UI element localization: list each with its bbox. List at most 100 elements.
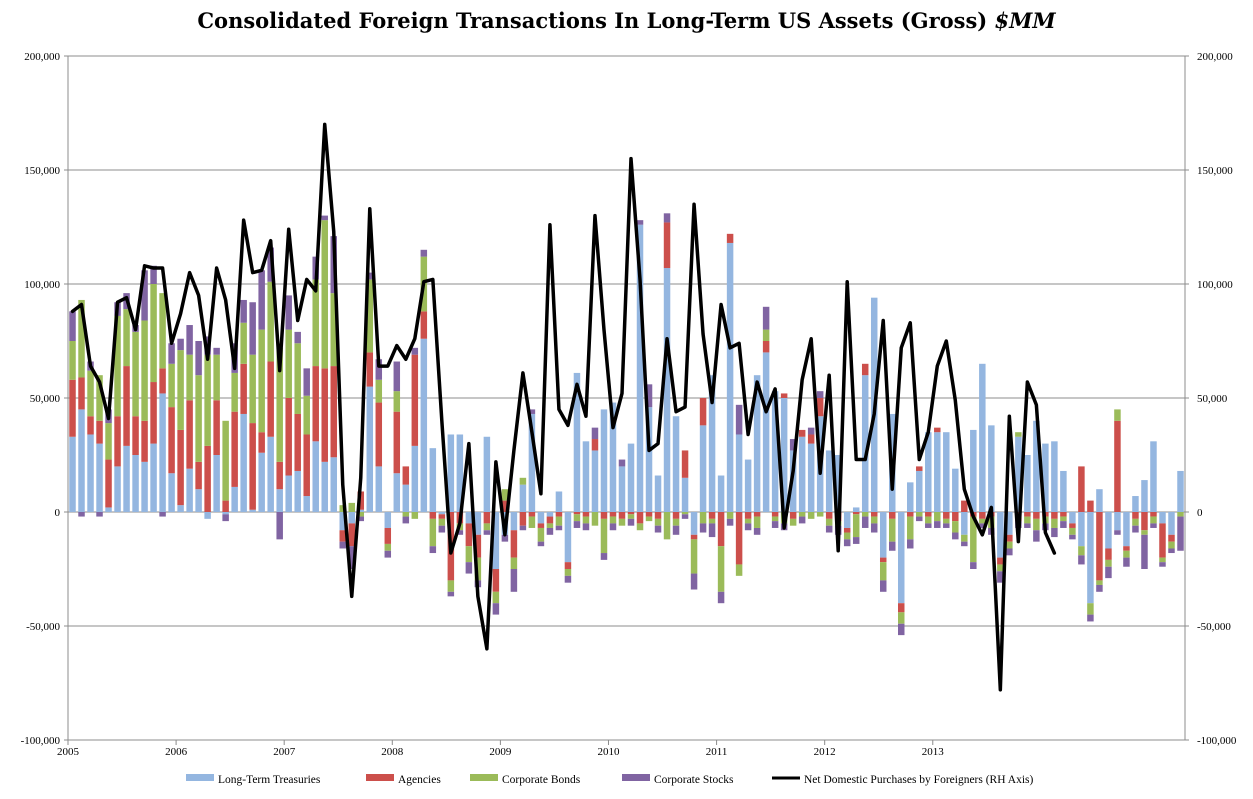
bar-corporate_stocks [1123, 557, 1130, 567]
bar-treasuries [1051, 441, 1058, 512]
bar-treasuries [393, 473, 401, 512]
bar-agencies [546, 516, 554, 524]
bar-treasuries [114, 466, 121, 512]
bar-agencies [789, 512, 797, 519]
bar-corporate_stocks [1078, 555, 1085, 565]
bar-corporate_bonds [438, 518, 446, 526]
bar-corporate_bonds [87, 370, 94, 417]
bar-treasuries [708, 375, 716, 512]
bar-corporate_bonds [952, 521, 959, 533]
bar-treasuries [87, 434, 94, 512]
bar-corporate_bonds [708, 518, 716, 524]
bar-corporate_bonds [222, 420, 229, 501]
legend-label-net_line: Net Domestic Purchases by Foreigners (RH… [804, 774, 1033, 786]
bar-agencies [240, 363, 247, 414]
right-tick-label: 200,000 [1197, 51, 1233, 63]
bar-agencies [1150, 512, 1157, 517]
bar-treasuries [231, 486, 238, 512]
bar-corporate_bonds [1051, 518, 1058, 528]
bar-treasuries [546, 512, 554, 517]
bar-treasuries [276, 489, 283, 512]
bar-corporate_stocks [456, 530, 464, 535]
bar-corporate_stocks [447, 591, 455, 597]
left-tick-label: 50,000 [30, 393, 61, 405]
bar-treasuries [510, 512, 518, 531]
bar-agencies [330, 366, 337, 458]
bar-corporate_bonds [393, 391, 401, 412]
bar-corporate_bonds [1168, 541, 1175, 549]
chart-title: Consolidated Foreign Transactions In Lon… [0, 8, 1253, 33]
bar-corporate_stocks [1060, 521, 1067, 528]
bar-corporate_bonds [1015, 432, 1022, 437]
bar-corporate_bonds [961, 534, 968, 542]
bar-treasuries [132, 455, 139, 512]
right-tick-label: -100,000 [1197, 735, 1237, 747]
right-tick-label: 0 [1197, 507, 1203, 519]
bar-treasuries [988, 425, 995, 512]
bar-treasuries [321, 461, 328, 512]
bar-agencies [672, 512, 680, 519]
bar-corporate_stocks [1069, 534, 1076, 540]
bar-corporate_bonds [1087, 603, 1094, 615]
bar-corporate_bonds [600, 518, 608, 554]
legend-label-treasuries: Long-Term Treasuries [218, 774, 321, 786]
bar-agencies [87, 416, 94, 435]
bar-treasuries [825, 450, 833, 512]
bar-treasuries [1024, 455, 1031, 512]
bar-corporate_bonds [141, 320, 148, 421]
bar-corporate_bonds [789, 518, 797, 526]
bar-corporate_bonds [375, 379, 383, 403]
bar-agencies [213, 400, 220, 455]
bar-corporate_bonds [771, 516, 779, 522]
bar-treasuries [1087, 512, 1094, 604]
bar-treasuries [177, 505, 184, 512]
bar-corporate_stocks [735, 404, 743, 435]
bar-corporate_bonds [1060, 516, 1067, 522]
bar-agencies [1105, 548, 1112, 560]
bar-corporate_stocks [952, 532, 959, 540]
bar-agencies [744, 512, 752, 519]
bar-corporate_stocks [708, 523, 716, 538]
bar-corporate_stocks [573, 521, 581, 528]
bar-treasuries [483, 436, 491, 512]
bar-corporate_stocks [771, 521, 779, 528]
bar-agencies [699, 398, 707, 426]
bar-corporate_stocks [618, 459, 626, 467]
left-tick-label: -100,000 [21, 735, 61, 747]
bar-treasuries [1132, 496, 1139, 512]
net-purchases-line [70, 122, 1057, 692]
bar-corporate_stocks [699, 523, 707, 533]
bar-corporate_bonds [213, 354, 220, 401]
bar-agencies [105, 459, 112, 508]
bar-agencies [321, 368, 328, 462]
bar-treasuries [312, 441, 319, 512]
legend-swatch-agencies [366, 774, 394, 781]
bar-agencies [150, 382, 157, 444]
bar-treasuries [916, 470, 923, 512]
bar-corporate_bonds [699, 512, 707, 524]
bar-corporate_stocks [1033, 530, 1040, 542]
bar-treasuries [78, 409, 85, 512]
bar-corporate_stocks [645, 384, 653, 408]
bar-corporate_stocks [789, 439, 797, 451]
bar-agencies [816, 398, 824, 417]
bar-agencies [780, 393, 788, 398]
bar-agencies [537, 523, 545, 528]
bar-corporate_stocks [366, 272, 374, 280]
bar-agencies [483, 512, 491, 524]
bar-corporate_bonds [96, 375, 103, 421]
bar-treasuries [384, 512, 392, 528]
bar-treasuries [690, 512, 698, 535]
bar-agencies [1168, 534, 1175, 542]
bar-agencies [159, 368, 166, 394]
bar-agencies [961, 500, 968, 512]
bar-agencies [645, 512, 653, 517]
bar-treasuries [726, 242, 734, 512]
bar-agencies [726, 233, 734, 243]
bar-agencies [195, 461, 202, 490]
bar-agencies [825, 512, 833, 519]
bar-agencies [267, 361, 274, 437]
left-tick-label: 100,000 [24, 279, 60, 291]
bar-treasuries [717, 475, 725, 512]
